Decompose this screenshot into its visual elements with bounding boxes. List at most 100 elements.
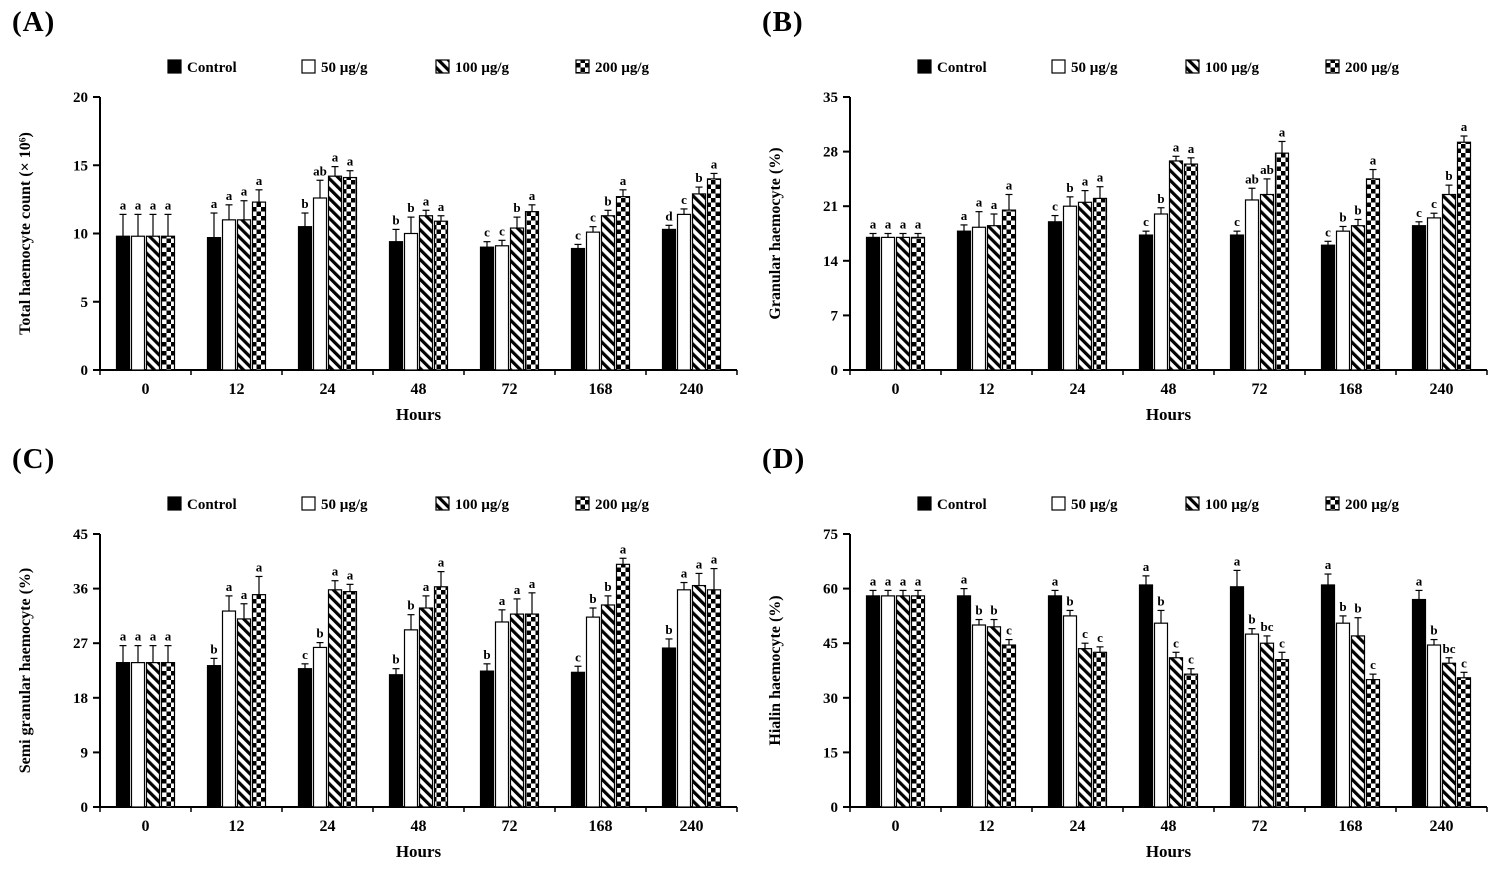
y-tick-label: 21 [823,199,838,215]
significance-letter: c [590,210,596,225]
significance-letter: b [316,626,323,641]
bar [327,589,343,808]
legend-label-3: 100 µg/g [455,60,510,76]
x-axis-title: Hours [396,842,442,861]
bar [570,247,586,371]
bar [880,595,896,808]
y-tick-label: 20 [73,90,88,106]
significance-letter: a [991,197,998,212]
y-tick-label: 7 [831,308,839,324]
bar [600,604,616,808]
bar [971,624,987,808]
significance-letter: ab [313,163,327,178]
bar [1335,622,1351,808]
significance-letter: bc [1261,619,1274,634]
significance-letter: a [1461,119,1468,134]
y-tick-label: 15 [823,745,838,761]
significance-letter: a [226,579,233,594]
significance-letter: a [226,188,233,203]
bar [1426,217,1442,371]
bar [160,662,176,808]
bar [115,662,131,808]
bar [1077,201,1093,371]
bar [1365,178,1381,371]
x-tick-label: 240 [680,381,704,398]
significance-letter: c [499,223,505,238]
bar [865,236,881,371]
significance-letter: b [665,622,672,637]
significance-letter: a [976,195,983,210]
legend-label-1: Control [937,60,987,76]
significance-letter: b [1354,202,1361,217]
bar [130,662,146,808]
x-tick-label: 12 [229,381,245,398]
significance-letter: b [513,200,520,215]
significance-letter: b [483,647,490,662]
bar [956,230,972,371]
bar [1183,673,1199,808]
legend-label-2: 50 µg/g [1071,497,1118,513]
x-tick-label: 240 [1430,381,1454,398]
x-tick-label: 48 [1161,381,1177,398]
bar [1229,234,1245,371]
bar [1062,205,1078,371]
x-tick-label: 168 [589,818,613,835]
significance-letter: a [438,199,445,214]
chart-semi-granular-haemocyte: Control 50 µg/g 100 µg/g 200 µg/g 0 9 18 27 36 45… [17,496,738,861]
bar [206,236,222,371]
significance-letter: b [990,603,997,618]
bar [145,662,161,808]
significance-letter: b [1066,180,1073,195]
significance-letter: a [135,197,142,212]
panel-A: (A) Control 50 µg/g 100 µg/g 200 µg/g 0 5 10 15… [0,0,750,437]
bar [1274,152,1290,371]
y-tick-label: 0 [81,800,89,816]
panel-C: (C) Control 50 µg/g 100 µg/g 200 µg/g 0 9 18 27… [0,437,750,874]
significance-letter: a [711,552,718,567]
bar [1426,644,1442,808]
bar [297,668,313,808]
bar [206,665,222,808]
chart-granular-haemocyte: Control 50 µg/g 100 µg/g 200 µg/g 0 7 14 21 28 35… [767,59,1488,424]
x-tick-label: 12 [229,818,245,835]
legend-label-3: 100 µg/g [1205,497,1260,513]
significance-letter: a [961,572,968,587]
legend-label-2: 50 µg/g [1071,60,1118,76]
legend-label-4: 200 µg/g [595,497,650,513]
significance-letter: a [900,573,907,588]
bar [986,626,1002,808]
significance-letter: a [1279,124,1286,139]
significance-letter: b [1339,599,1346,614]
significance-letter: a [900,217,907,232]
bar [130,235,146,371]
chart-total-haemocyte-count: Control 50 µg/g 100 µg/g 200 µg/g 0 5 10 15 20 To… [17,59,738,424]
bar [251,594,267,808]
y-tick-label: 45 [73,527,88,543]
panel-label-c: (C) [12,443,56,475]
bar [1320,584,1336,808]
x-tick-label: 168 [589,381,613,398]
significance-letter: c [1416,205,1422,220]
bar [1244,199,1260,371]
y-tick-label: 14 [823,254,839,270]
bar [312,197,328,371]
x-tick-label: 12 [979,818,995,835]
significance-letter: c [1188,652,1194,667]
significance-letter: a [1082,174,1089,189]
significance-letter: a [423,579,430,594]
bar [1138,234,1154,371]
bar [1350,225,1366,371]
significance-letter: a [870,573,877,588]
bar [236,219,252,371]
bar [600,215,616,371]
significance-letter: a [1143,559,1150,574]
significance-letter: b [1066,593,1073,608]
bar [1168,160,1184,371]
significance-letter: a [620,541,627,556]
y-tick-label: 0 [831,363,839,379]
significance-letter: b [1430,623,1437,638]
significance-letter: a [514,582,521,597]
bar [1259,642,1275,808]
significance-letter: c [302,647,308,662]
significance-letter: a [681,566,688,581]
